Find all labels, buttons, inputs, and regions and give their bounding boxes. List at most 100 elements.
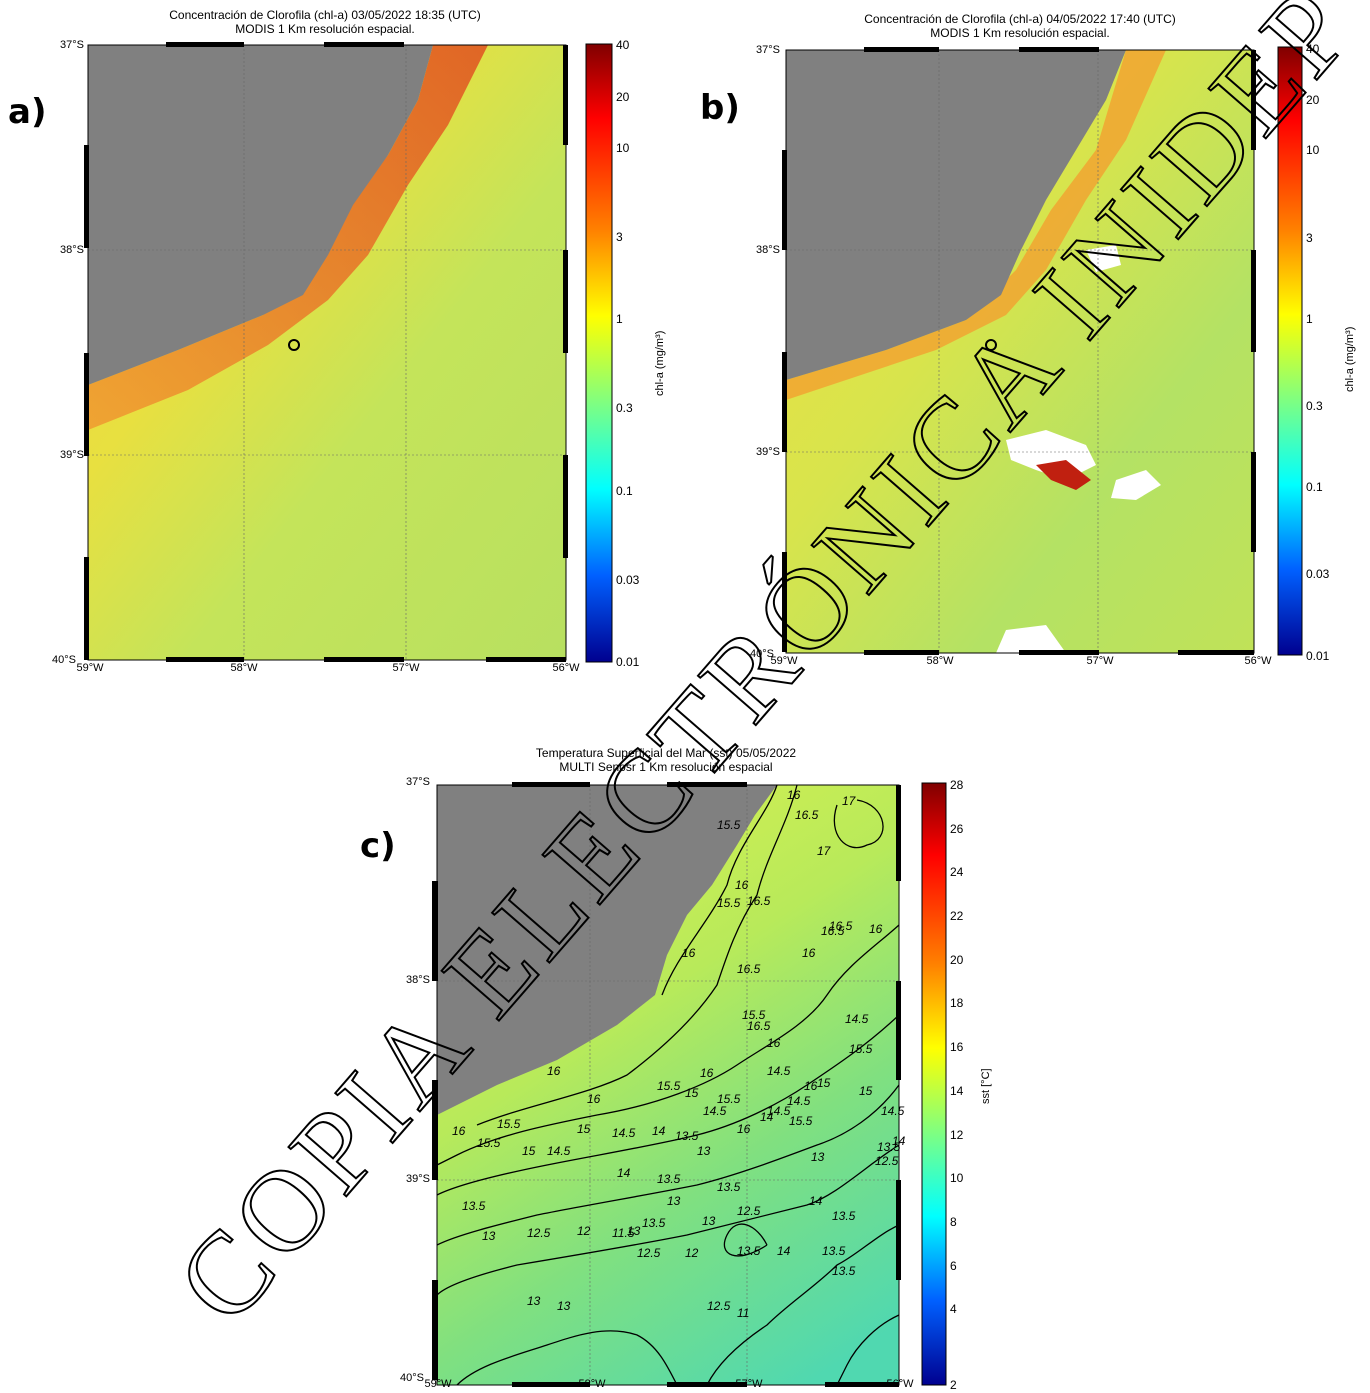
contour-label: 14 [777, 1244, 791, 1258]
contour-label: 14 [892, 1134, 906, 1148]
contour-label: 13.5 [675, 1129, 699, 1143]
colorbar-tick: 0.03 [1306, 567, 1330, 581]
colorbar-a [585, 43, 613, 663]
colorbar-label: chl-a (mg/m³) [1344, 326, 1356, 392]
contour-label: 14 [760, 1110, 774, 1124]
lat-label: 40°S [400, 1372, 424, 1384]
colorbar-tick: 10 [1306, 143, 1320, 157]
colorbar-tick: 20 [1306, 93, 1320, 107]
contour-label: 12.5 [637, 1246, 661, 1260]
title-line-2: MODIS 1 Km resolución espacial. [235, 22, 415, 36]
lon-label: 57°W [1086, 655, 1114, 667]
panel-title: Temperatura Superficial del Mar (sst) 05… [436, 746, 896, 774]
contour-label: 14.5 [845, 1012, 869, 1026]
contour-label: 15.5 [849, 1042, 873, 1056]
colorbar-tick: 3 [1306, 231, 1313, 245]
colorbar-tick: 0.3 [1306, 399, 1323, 413]
bloom-patch [1036, 460, 1091, 490]
colorbar-tick: 8 [950, 1214, 957, 1229]
colorbar-tick: 0.1 [1306, 480, 1323, 494]
land-mass [88, 45, 433, 385]
lon-label: 57°W [735, 1378, 763, 1390]
contour-label: 15 [522, 1144, 536, 1158]
contour-label: 15.5 [789, 1114, 813, 1128]
panel-title: Concentración de Clorofila (chl-a) 03/05… [90, 8, 560, 36]
contour-label: 14 [617, 1166, 631, 1180]
lat-label: 37°S [406, 776, 430, 788]
panel-letter: a) [8, 92, 47, 132]
colorbar-tick: 4 [950, 1302, 957, 1317]
contour-label: 13 [527, 1294, 541, 1308]
contour-label: 12.5 [527, 1226, 551, 1240]
colorbar-tick: 0.01 [1306, 649, 1330, 663]
contour-label: 13.5 [822, 1244, 846, 1258]
contour-label: 17 [842, 794, 857, 808]
contour-label: 13 [702, 1214, 716, 1228]
contour-label: 13.5 [642, 1216, 666, 1230]
lat-label: 38°S [60, 244, 84, 256]
contour-label: 15 [577, 1122, 591, 1136]
colorbar-c [921, 782, 947, 1386]
contour-label: 15.5 [742, 1008, 766, 1022]
colorbar-tick: 6 [950, 1258, 957, 1273]
lat-label: 37°S [60, 39, 84, 51]
lon-label: 59°W [424, 1378, 452, 1390]
contour-label: 16.5 [737, 962, 761, 976]
colorbar-tick: 1 [1306, 312, 1313, 326]
land-mass [437, 785, 777, 1115]
contour-label: 13.5 [737, 1244, 761, 1258]
contour-label: 14 [652, 1124, 666, 1138]
contour-label: 16 [737, 1122, 751, 1136]
colorbar-tick: 0.1 [616, 484, 633, 498]
lon-label: 56°W [552, 662, 580, 674]
colorbar-tick: 3 [616, 230, 623, 244]
contour-label: 13 [482, 1229, 496, 1243]
lat-label: 38°S [406, 974, 430, 986]
lon-label: 56°W [886, 1378, 914, 1390]
map-c: 1616.5171715.516.51616.515.51616.51616.5… [432, 782, 906, 1387]
colorbar-tick: 0.01 [616, 655, 640, 669]
contour-label: 15 [817, 1076, 831, 1090]
colorbar-tick: 2 [950, 1378, 957, 1392]
lon-label: 58°W [578, 1378, 606, 1390]
contour-label: 16 [802, 946, 816, 960]
contour-label: 15 [685, 1086, 699, 1100]
colorbar-tick: 12 [950, 1127, 964, 1142]
contour-label: 16 [452, 1124, 466, 1138]
title-line-1: Temperatura Superficial del Mar (sst) 05… [535, 746, 797, 760]
contour-label: 16 [547, 1064, 561, 1078]
lon-label: 59°W [770, 655, 798, 667]
contour-label: 13 [811, 1150, 825, 1164]
contour-label: 14.5 [881, 1104, 905, 1118]
contour-label: 13.5 [717, 1180, 741, 1194]
contour-label: 12.5 [707, 1299, 731, 1313]
station-marker [288, 339, 300, 351]
contour-label: 13 [557, 1299, 571, 1313]
cloud-patch [1086, 245, 1121, 272]
contour-label: 16 [804, 1079, 818, 1093]
colorbar-tick: 18 [950, 996, 964, 1011]
colorbar-tick: 16 [950, 1040, 964, 1055]
contour-label: 12 [685, 1246, 699, 1260]
lon-label: 57°W [392, 662, 420, 674]
contour-label: 16.5 [747, 1019, 771, 1033]
lat-label: 37°S [756, 44, 780, 56]
contour-label: 12.5 [875, 1154, 899, 1168]
lat-label: 39°S [406, 1173, 430, 1185]
title-line-2: MULTI Senosr 1 Km resolución espacial [559, 760, 773, 774]
lat-label: 39°S [60, 449, 84, 461]
cloud-patch [996, 625, 1066, 653]
colorbar-tick: 0.03 [616, 573, 640, 587]
contour-label: 16 [682, 946, 696, 960]
colorbar-tick: 40 [616, 38, 630, 52]
station-marker [985, 339, 997, 351]
contour-lines [436, 784, 900, 1386]
land-mass [786, 50, 1126, 380]
contour-label: 16 [767, 1036, 781, 1050]
contour-label-layer: 1616.5171715.516.51616.515.51616.51616.5… [452, 788, 906, 1320]
lon-label: 58°W [230, 662, 258, 674]
contour-label: 16 [787, 788, 801, 802]
contour-label: 12.5 [737, 1204, 761, 1218]
contour-label: 17 [817, 844, 832, 858]
title-line-1: Concentración de Clorofila (chl-a) 04/05… [864, 12, 1176, 26]
